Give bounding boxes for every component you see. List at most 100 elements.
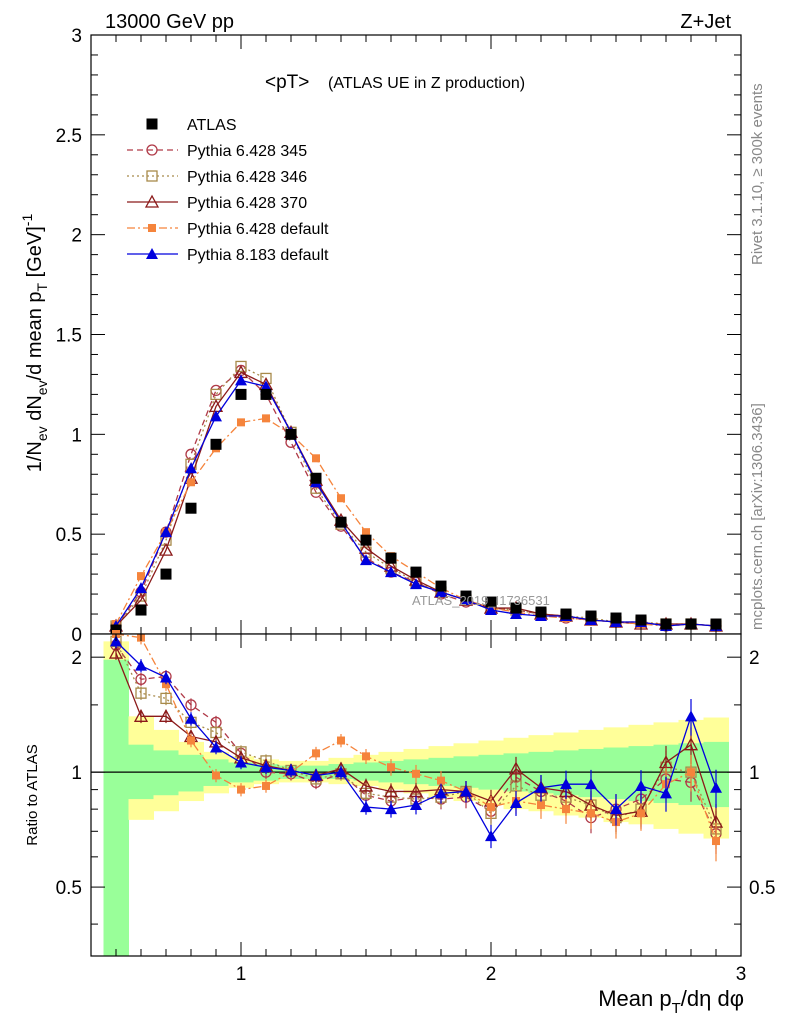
data-point	[660, 618, 672, 630]
ratio-point	[508, 761, 524, 775]
ratio-point	[212, 771, 220, 780]
legend-entry: Pythia 6.428 345	[127, 143, 307, 160]
data-point	[485, 596, 497, 608]
data-point	[635, 614, 647, 626]
ratio-point	[260, 761, 272, 773]
data-point	[358, 540, 374, 554]
data-point	[160, 526, 172, 538]
legend-label: ATLAS	[187, 117, 237, 134]
ratio-point	[660, 787, 672, 799]
data-point	[135, 582, 147, 594]
data-point	[185, 502, 197, 514]
data-point	[312, 454, 320, 463]
y-tick-label: 1	[71, 425, 82, 446]
data-point	[585, 610, 597, 622]
ratio-point	[637, 809, 645, 818]
ratio-point	[285, 764, 297, 776]
ratio-point	[560, 778, 572, 790]
data-point	[435, 580, 447, 592]
header-energy-label: 13000 GeV pp	[105, 11, 234, 33]
ratio-point	[358, 778, 374, 792]
ratio-point	[485, 830, 497, 842]
ratio-point	[587, 809, 595, 818]
header-process-label: Z+Jet	[680, 11, 731, 33]
x-axis-label: Mean pT/dη dφ	[598, 986, 744, 1017]
ratio-point	[335, 766, 347, 778]
ratio-point	[337, 736, 345, 745]
data-point	[510, 602, 522, 614]
ratio-y-tick-label-right: 2	[749, 648, 760, 669]
data-point	[335, 516, 347, 528]
ratio-y-tick-label-left: 0.5	[56, 878, 82, 899]
ratio-point	[435, 787, 447, 799]
legend-marker	[146, 170, 158, 182]
y-tick-label: 2	[71, 226, 82, 247]
ratio-point	[235, 756, 247, 768]
ratio-point	[387, 763, 395, 772]
ratio-point	[460, 785, 472, 797]
uncertainty-band-inner	[603, 747, 629, 800]
ratio-point	[133, 708, 149, 722]
main-panel-title: <pT> (ATLAS UE in Z production)	[265, 72, 525, 93]
data-point	[410, 578, 422, 590]
ratio-panel-data	[91, 630, 741, 862]
legend-label: Pythia 6.428 370	[187, 195, 307, 212]
main-plot-area	[91, 35, 741, 634]
ratio-y-tick-label-right: 0.5	[749, 878, 775, 899]
ratio-point	[710, 781, 722, 793]
y-tick-label: 3	[71, 26, 82, 47]
data-point	[710, 618, 722, 630]
y-tick-label: 0.5	[56, 525, 82, 546]
ratio-point	[160, 671, 172, 683]
mcplots-source-label: mcplots.cern.ch [arXiv:1306.3436]	[749, 403, 766, 630]
data-point	[135, 604, 147, 616]
ratio-point	[360, 801, 372, 813]
ratio-point	[210, 741, 222, 753]
x-tick-label: 2	[486, 964, 497, 985]
x-tick-label: 3	[736, 964, 747, 985]
ratio-point	[535, 781, 547, 793]
legend-label: Pythia 8.183 default	[187, 247, 329, 264]
legend-entry: Pythia 6.428 346	[127, 169, 307, 186]
data-point	[260, 380, 272, 392]
ratio-point	[412, 769, 420, 778]
plot-title: <pT>	[265, 72, 309, 93]
legend-marker	[144, 194, 160, 208]
data-point	[137, 572, 145, 581]
ratio-point	[510, 797, 522, 809]
ratio-point	[310, 769, 322, 781]
ratio-point	[585, 778, 597, 790]
legend: ATLAS Pythia 6.428 345 Pythia 6.428 346 Pyt…	[127, 117, 329, 264]
analysis-watermark: ATLAS_2019_I1736531	[412, 593, 550, 608]
ratio-point	[487, 803, 495, 812]
legend-label: Pythia 6.428 346	[187, 169, 307, 186]
ratio-point	[185, 699, 197, 711]
data-point	[360, 554, 372, 566]
data-point	[385, 566, 397, 578]
y-tick-label: 1.5	[56, 326, 82, 347]
ratio-point	[658, 755, 674, 769]
main-y-axis-label: 1/Nev dNev/d mean pT [GeV]-1	[19, 214, 50, 473]
y-tick-label: 0	[71, 625, 82, 646]
legend-label: Pythia 6.428 default	[187, 221, 329, 238]
data-point	[158, 542, 174, 556]
data-point	[535, 606, 547, 618]
ratio-point	[108, 645, 124, 659]
data-point	[337, 494, 345, 503]
data-point	[310, 472, 322, 484]
ratio-point	[362, 752, 370, 761]
uncertainty-band-inner	[153, 750, 179, 796]
data-point	[210, 410, 222, 422]
legend-marker	[146, 144, 158, 156]
ratio-series-pythia-8-183-default	[110, 634, 722, 849]
data-point	[260, 388, 272, 400]
legend-entry: Pythia 8.183 default	[127, 247, 329, 264]
ratio-point	[312, 749, 320, 758]
data-point	[385, 552, 397, 564]
uncertainty-band-inner	[178, 754, 204, 792]
ratio-y-tick-label-left: 2	[71, 648, 82, 669]
data-point	[685, 618, 697, 630]
data-point	[410, 566, 422, 578]
ratio-point	[158, 708, 174, 722]
